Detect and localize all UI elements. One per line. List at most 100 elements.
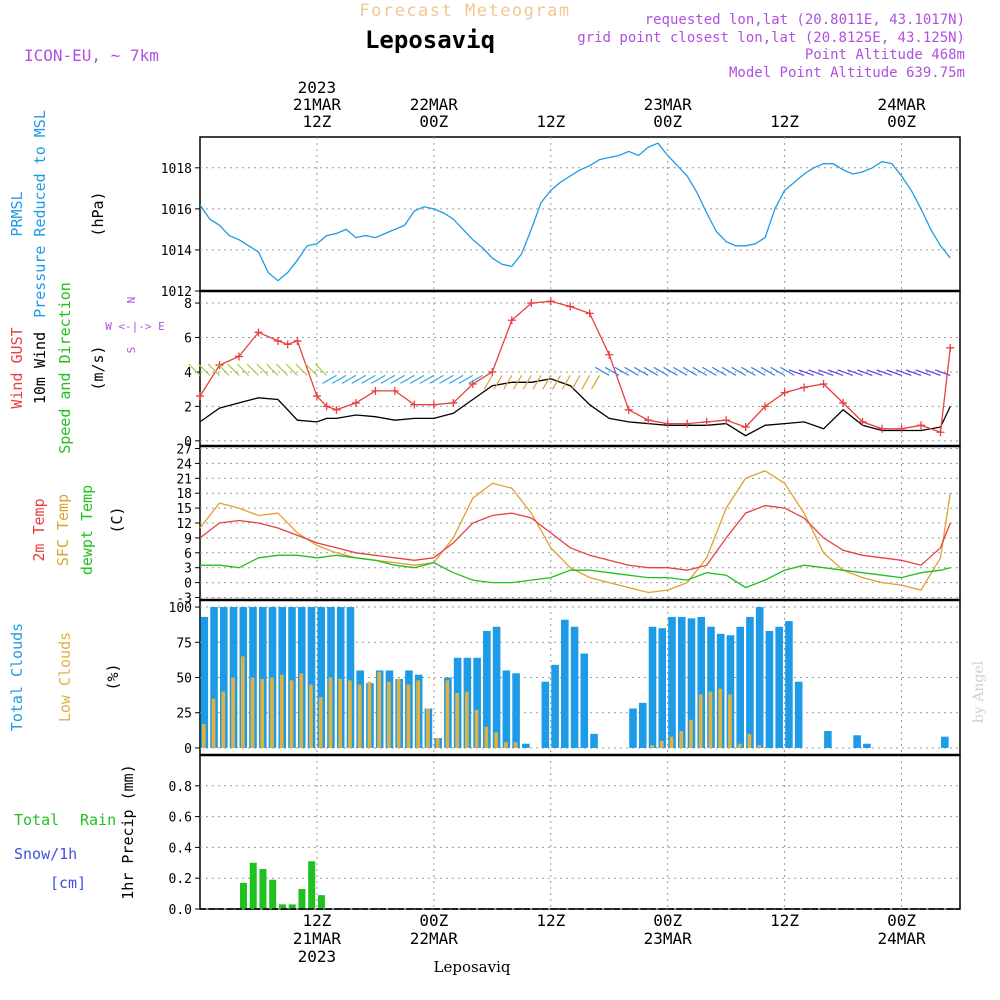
total-cloud-label: Total Clouds bbox=[8, 623, 26, 731]
total-cloud-bar bbox=[794, 681, 803, 748]
low-cloud-bar bbox=[494, 732, 498, 748]
panel-frame-0 bbox=[199, 136, 961, 292]
low-cloud-bar bbox=[484, 726, 489, 748]
gust-marker bbox=[488, 367, 497, 376]
low-cloud-bar bbox=[465, 691, 469, 748]
watermark: by Angel bbox=[971, 660, 987, 723]
precip-bar bbox=[239, 882, 247, 909]
total-cloud-bar bbox=[502, 670, 511, 748]
gust-marker bbox=[351, 398, 360, 407]
low-cloud-bar bbox=[679, 731, 684, 748]
y-tick-label: 12 bbox=[176, 517, 192, 532]
wind-direction-arrow bbox=[643, 366, 659, 376]
total-cloud-bar bbox=[210, 607, 218, 748]
y-tick-label: 0.0 bbox=[169, 903, 192, 918]
total-cloud-bar bbox=[707, 626, 715, 748]
total-cloud-bar bbox=[570, 626, 579, 748]
total-cloud-bar bbox=[853, 735, 861, 748]
total-cloud-bar bbox=[668, 616, 676, 748]
wind-direction-arrow bbox=[818, 369, 834, 376]
wind-direction-arrow bbox=[653, 366, 668, 376]
total-cloud-bar bbox=[580, 653, 589, 748]
total-cloud-bar bbox=[941, 736, 949, 748]
gust-marker bbox=[312, 392, 321, 401]
y-tick-label: 1018 bbox=[161, 162, 192, 177]
wind-direction-arrow bbox=[400, 374, 415, 384]
y-tick-label: 2 bbox=[184, 400, 192, 415]
wind-direction-arrow bbox=[227, 363, 240, 376]
total-cloud-bar bbox=[629, 708, 637, 748]
total-cloud-bar bbox=[687, 618, 696, 748]
low-cloud-bar bbox=[328, 677, 333, 748]
low-cloud-label: Low Clouds bbox=[56, 632, 74, 722]
low-cloud-bar bbox=[757, 745, 762, 748]
top-time-label: 24MAR bbox=[877, 95, 926, 114]
gust-marker bbox=[839, 398, 848, 407]
y-tick-label: 24 bbox=[176, 457, 192, 472]
wind-direction-arrow bbox=[702, 366, 717, 376]
low-cloud-bar bbox=[318, 697, 323, 748]
precip-bar bbox=[288, 904, 296, 909]
total-cloud-bar bbox=[307, 607, 316, 748]
wind-direction-arrow bbox=[925, 369, 941, 376]
top-time-label: 00Z bbox=[887, 112, 916, 131]
low-cloud-bar bbox=[357, 684, 362, 748]
gust-marker bbox=[234, 352, 243, 361]
snow-unit: [cm] bbox=[50, 874, 86, 892]
wind-direction-arrow bbox=[380, 374, 396, 384]
wind-direction-arrow bbox=[711, 366, 727, 376]
gust-marker bbox=[546, 297, 555, 306]
wind-label: 10m Wind bbox=[31, 332, 49, 404]
precip-total-label: Total bbox=[14, 811, 59, 829]
sfc-temp-label: SFC Temp bbox=[54, 494, 72, 566]
wind-direction-arrow bbox=[305, 363, 318, 376]
low-cloud-bar bbox=[309, 684, 313, 748]
total-cloud-bar bbox=[726, 635, 735, 748]
wind-direction-arrow bbox=[493, 375, 503, 390]
precip-bar bbox=[308, 861, 316, 909]
low-cloud-bar bbox=[231, 677, 235, 748]
wind-direction-arrow bbox=[198, 363, 211, 376]
wind-direction-arrow bbox=[682, 366, 698, 376]
panel-frame-1 bbox=[199, 290, 961, 447]
wind-direction-arrow bbox=[741, 366, 756, 376]
y-tick-label: 27 bbox=[176, 442, 192, 457]
bottom-time-label: 00Z bbox=[419, 911, 448, 930]
gust-marker bbox=[946, 343, 955, 352]
low-cloud-bar bbox=[659, 740, 664, 748]
gust-marker bbox=[410, 400, 419, 409]
wind-direction-arrow bbox=[275, 363, 289, 376]
temp-unit: (C) bbox=[108, 506, 126, 533]
low-cloud-bar bbox=[426, 708, 430, 748]
gust-marker bbox=[897, 424, 906, 433]
station-title: Leposaviq bbox=[365, 26, 495, 54]
total-cloud-bar bbox=[658, 628, 667, 748]
wind-direction-arrow bbox=[788, 369, 805, 376]
total-cloud-bar bbox=[483, 631, 491, 748]
low-cloud-bar bbox=[387, 681, 391, 748]
compass-label: W <-|-> E bbox=[105, 320, 165, 333]
low-cloud-bar bbox=[348, 680, 352, 748]
wind-direction-arrow bbox=[561, 375, 571, 390]
total-cloud-bar bbox=[590, 733, 598, 748]
wind-direction-arrow bbox=[331, 374, 347, 384]
low-cloud-bar bbox=[240, 656, 245, 748]
wind-direction-arrow bbox=[513, 375, 523, 390]
wind-direction-label: Speed and Direction bbox=[56, 282, 74, 454]
model-altitude: Model Point Altitude 639.75m bbox=[729, 65, 965, 81]
wind-direction-arrow bbox=[285, 363, 298, 376]
top-time-label: 23MAR bbox=[644, 95, 693, 114]
gust-marker bbox=[322, 402, 331, 411]
point-altitude: Point Altitude 468m bbox=[805, 47, 965, 63]
y-tick-label: 25 bbox=[176, 707, 192, 722]
total-cloud-bar bbox=[561, 619, 569, 748]
wind-direction-arrow bbox=[721, 366, 737, 376]
product-title: Forecast Meteogram bbox=[359, 1, 570, 21]
total-cloud-bar bbox=[522, 743, 530, 748]
gust-marker bbox=[644, 416, 653, 425]
pressure-label: PRMSL bbox=[8, 191, 26, 236]
wind-direction-arrow bbox=[458, 374, 474, 384]
wind-direction-arrow bbox=[468, 374, 483, 384]
total-cloud-bar bbox=[824, 731, 832, 748]
wind-direction-arrow bbox=[419, 374, 435, 384]
